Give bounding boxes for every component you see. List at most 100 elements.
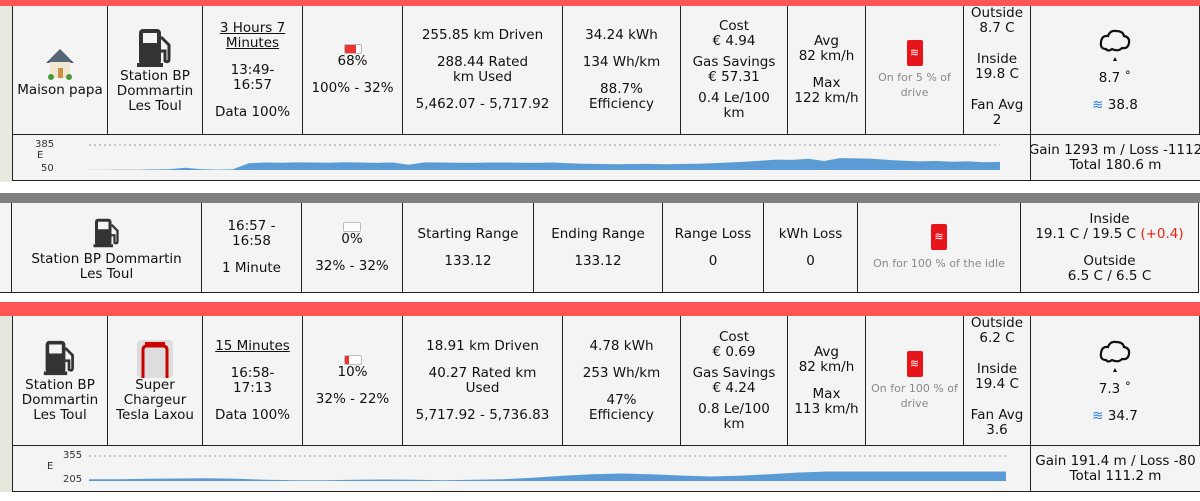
range-loss: 0 — [708, 252, 718, 269]
house-icon — [46, 48, 74, 80]
seat-heater-icon: ≋ — [906, 40, 923, 66]
elevation-chart: 385 E 50 — [12, 135, 1031, 181]
idle-start-range: Starting Range 133.12 — [403, 203, 534, 293]
elev-total: Total 180.6 m — [1069, 156, 1162, 173]
inside-label: Inside — [976, 361, 1018, 377]
duration-link[interactable]: 3 Hours 7 Minutes — [219, 19, 286, 51]
drive-speed: Avg 82 km/h Max 113 km/h — [788, 316, 866, 446]
idle-heater: ≋ On for 100 % of the idle — [858, 203, 1021, 293]
drive-heater: ≋ On for 100 % of drive — [866, 316, 964, 446]
outside-temp: 6.2 C — [979, 330, 1015, 346]
avg-speed: 82 km/h — [798, 358, 855, 375]
idle-time-range: 16:57 - 16:58 — [227, 218, 276, 249]
idle-end-range: Ending Range 133.12 — [534, 203, 663, 293]
elev-min-label: 205 — [63, 474, 83, 485]
efficiency: 88.7% — [600, 81, 643, 97]
gas-pump-icon — [43, 340, 74, 376]
start-location: Maison papa — [17, 81, 103, 98]
heater-usage: On for 100 % of drive — [871, 381, 958, 410]
seat-heater-icon: ≋ — [931, 224, 947, 250]
end-location: Station BP Dommartin Les Toul — [116, 67, 194, 114]
efficiency-label: Efficiency — [588, 406, 655, 423]
inside-temp: 19.8 C — [975, 66, 1019, 82]
weather-temp: 7.3 ˚ — [1098, 380, 1132, 397]
odometer: 5,462.07 - 5,717.92 — [415, 96, 550, 112]
idle-kwh-loss: kWh Loss 0 — [764, 203, 858, 293]
heater-usage: On for 5 % of drive — [878, 71, 951, 99]
drive-heater: ≋ On for 5 % of drive — [866, 6, 964, 135]
drive-weather: 8.7 ˚ ≋ 38.8 — [1031, 6, 1200, 135]
idle-outside-temp: 6.5 C / 6.5 C — [1067, 267, 1152, 284]
end-range-label: Ending Range — [551, 225, 645, 242]
wind: ≋ 34.7 — [1092, 408, 1138, 424]
rated-used: 288.44 Rated km Used — [436, 54, 529, 85]
drive-battery: 68% 100% - 32% — [303, 6, 403, 135]
idle-inside-temp: 19.1 C / 19.5 C — [1035, 225, 1137, 242]
drive-energy: 34.24 kWh 134 Wh/km 88.7% Efficiency — [563, 6, 681, 135]
end-location: Super Chargeur Tesla Laxou — [116, 377, 194, 423]
inside-label: Inside — [976, 51, 1018, 67]
data-quality: Data 100% — [214, 406, 291, 423]
drive-climate: Outside 8.7 C Inside 19.8 C Fan Avg 2 — [964, 6, 1031, 135]
drive-header-bar — [0, 0, 1200, 6]
max-speed: 122 km/h — [794, 90, 859, 106]
drive-end: Station BP Dommartin Les Toul — [108, 6, 203, 135]
start-location: Station BP Dommartin Les Toul — [21, 377, 99, 423]
elev-gain-loss: Gain 191.4 m / Loss -80 — [1035, 452, 1196, 469]
cloud-icon — [1099, 29, 1131, 61]
map-thumbnail[interactable] — [0, 316, 12, 492]
gas-pump-icon — [93, 218, 119, 247]
time-range: 16:58-17:13 — [230, 364, 275, 396]
avg-speed: 82 km/h — [798, 48, 855, 64]
rated-used: 40.27 Rated km Used — [428, 364, 537, 396]
cloud-icon — [1099, 340, 1131, 372]
idle-duration: 1 Minute — [222, 260, 281, 276]
drive-time: 15 Minutes 16:58-17:13 Data 100% — [203, 316, 303, 446]
cost-label: Cost — [718, 328, 749, 345]
idle-spacer — [0, 203, 12, 293]
le-per-100km: 0.8 Le/100 km — [698, 400, 770, 432]
gas-savings-label: Gas Savings — [692, 364, 776, 381]
elev-axis-label: E — [37, 150, 44, 161]
gas-savings: € 4.24 — [712, 379, 756, 396]
idle-battery-used: 0% — [341, 230, 363, 247]
elevation-area — [89, 471, 1006, 481]
wh-per-km: 253 Wh/km — [582, 364, 661, 381]
cost: € 4.94 — [712, 33, 756, 49]
le-per-100km: 0.4 Le/100 km — [698, 90, 770, 121]
seat-heater-icon: ≋ — [906, 350, 923, 377]
max-speed: 113 km/h — [794, 400, 859, 417]
elevation-area — [89, 158, 1000, 170]
cost-label: Cost — [718, 18, 749, 34]
drive-header-bar — [0, 302, 1200, 316]
end-range: 133.12 — [574, 252, 622, 269]
drive-climate: Outside 6.2 C Inside 19.4 C Fan Avg 3.6 — [964, 316, 1031, 446]
elevation-summary: Gain 1293 m / Loss -1112 Total 180.6 m — [1031, 135, 1200, 181]
kwh-used: 4.78 kWh — [589, 337, 654, 354]
outside-label: Outside — [1083, 252, 1136, 269]
max-label: Max — [812, 385, 841, 402]
inside-delta: (+0.4) — [1140, 225, 1184, 242]
drive-cost: Cost € 4.94 Gas Savings € 57.31 0.4 Le/1… — [681, 6, 788, 135]
map-thumbnail[interactable] — [0, 6, 12, 182]
outside-label: Outside — [970, 6, 1024, 21]
km-driven: 255.85 km Driven — [421, 27, 544, 43]
battery-range: 100% - 32% — [311, 80, 394, 96]
fan-label: Fan Avg — [970, 97, 1024, 113]
battery-icon — [343, 221, 361, 232]
elev-gain-loss: Gain 1293 m / Loss -1112 — [1031, 141, 1200, 158]
battery-used: 68% — [337, 53, 368, 69]
elev-min-label: 50 — [41, 163, 54, 174]
cost: € 0.69 — [712, 343, 756, 360]
battery-icon — [343, 354, 362, 365]
idle-header-bar — [0, 193, 1200, 203]
inside-temp: 19.4 C — [975, 376, 1019, 392]
fan-avg: 3.6 — [986, 422, 1008, 438]
start-range: 133.12 — [444, 252, 492, 269]
elev-total: Total 111.2 m — [1069, 467, 1162, 484]
battery-icon — [343, 44, 362, 54]
drive-distance: 18.91 km Driven 40.27 Rated km Used 5,71… — [403, 316, 563, 446]
duration-link[interactable]: 15 Minutes — [215, 337, 290, 354]
avg-label: Avg — [813, 343, 839, 360]
idle-location: Station BP Dommartin Les Toul — [12, 203, 202, 293]
